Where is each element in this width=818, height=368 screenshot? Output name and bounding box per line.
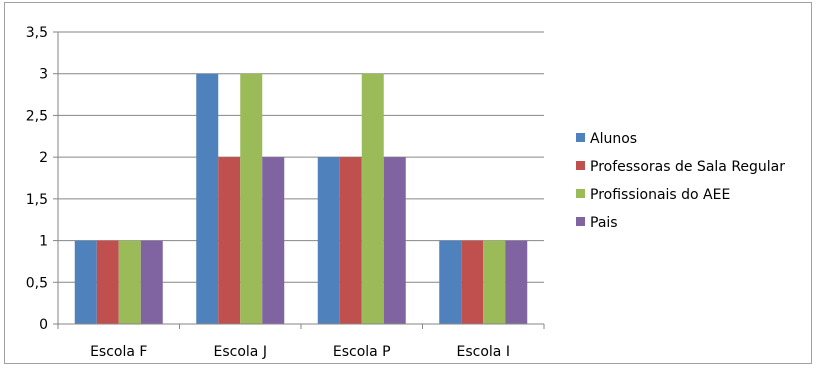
legend-swatch — [576, 161, 585, 170]
y-tick-label: 2,5 — [26, 108, 48, 124]
bar-pais-escola-f — [140, 240, 163, 324]
legend-label: Professoras de Sala Regular — [590, 159, 785, 175]
bar-professoras-de-sala-regular-escola-i — [461, 240, 484, 324]
y-tick-label: 0 — [39, 317, 48, 333]
bar-alunos-escola-i — [439, 240, 462, 324]
y-tick-label: 1,5 — [26, 192, 48, 208]
y-tick-label: 3,5 — [26, 25, 48, 41]
x-category-label: Escola F — [90, 344, 147, 360]
bar-alunos-escola-j — [196, 73, 219, 324]
legend-swatch — [576, 133, 585, 142]
y-tick-label: 0,5 — [26, 275, 48, 291]
y-axis-tick-labels: 0 0,5 1 1,5 2 2,5 3 3,5 — [26, 25, 48, 333]
legend-label: Alunos — [590, 131, 637, 147]
bar-pais-escola-i — [505, 240, 528, 324]
axes — [53, 31, 545, 329]
legend-item: Professoras de Sala Regular — [576, 159, 785, 175]
y-tick-label: 2 — [39, 150, 48, 166]
bar-pais-escola-p — [383, 157, 406, 324]
legend-item: Alunos — [576, 131, 637, 147]
bar-profissionais-do-aee-escola-j — [240, 73, 263, 324]
bar-professoras-de-sala-regular-escola-j — [218, 157, 241, 324]
y-tick-label: 1 — [39, 234, 48, 250]
legend-label: Profissionais do AEE — [590, 187, 730, 203]
legend-swatch — [576, 189, 585, 198]
bar-alunos-escola-p — [317, 157, 340, 324]
bar-professoras-de-sala-regular-escola-f — [96, 240, 119, 324]
legend-swatch — [576, 217, 585, 226]
bars — [74, 73, 528, 324]
bar-professoras-de-sala-regular-escola-p — [339, 157, 362, 324]
legend-label: Pais — [590, 215, 618, 231]
y-tick-label: 3 — [39, 67, 48, 83]
legend-item: Profissionais do AEE — [576, 187, 730, 203]
x-category-label: Escola P — [333, 344, 391, 360]
x-axis-category-labels: Escola F Escola J Escola P Escola I — [90, 344, 510, 360]
bar-pais-escola-j — [262, 157, 285, 324]
bar-profissionais-do-aee-escola-p — [361, 73, 384, 324]
bar-alunos-escola-f — [74, 240, 97, 324]
bar-profissionais-do-aee-escola-i — [483, 240, 506, 324]
legend: Alunos Professoras de Sala Regular Profiss… — [576, 131, 785, 231]
legend-item: Pais — [576, 215, 618, 231]
x-category-label: Escola I — [457, 344, 510, 360]
bar-profissionais-do-aee-escola-f — [118, 240, 141, 324]
x-category-label: Escola J — [214, 344, 267, 360]
